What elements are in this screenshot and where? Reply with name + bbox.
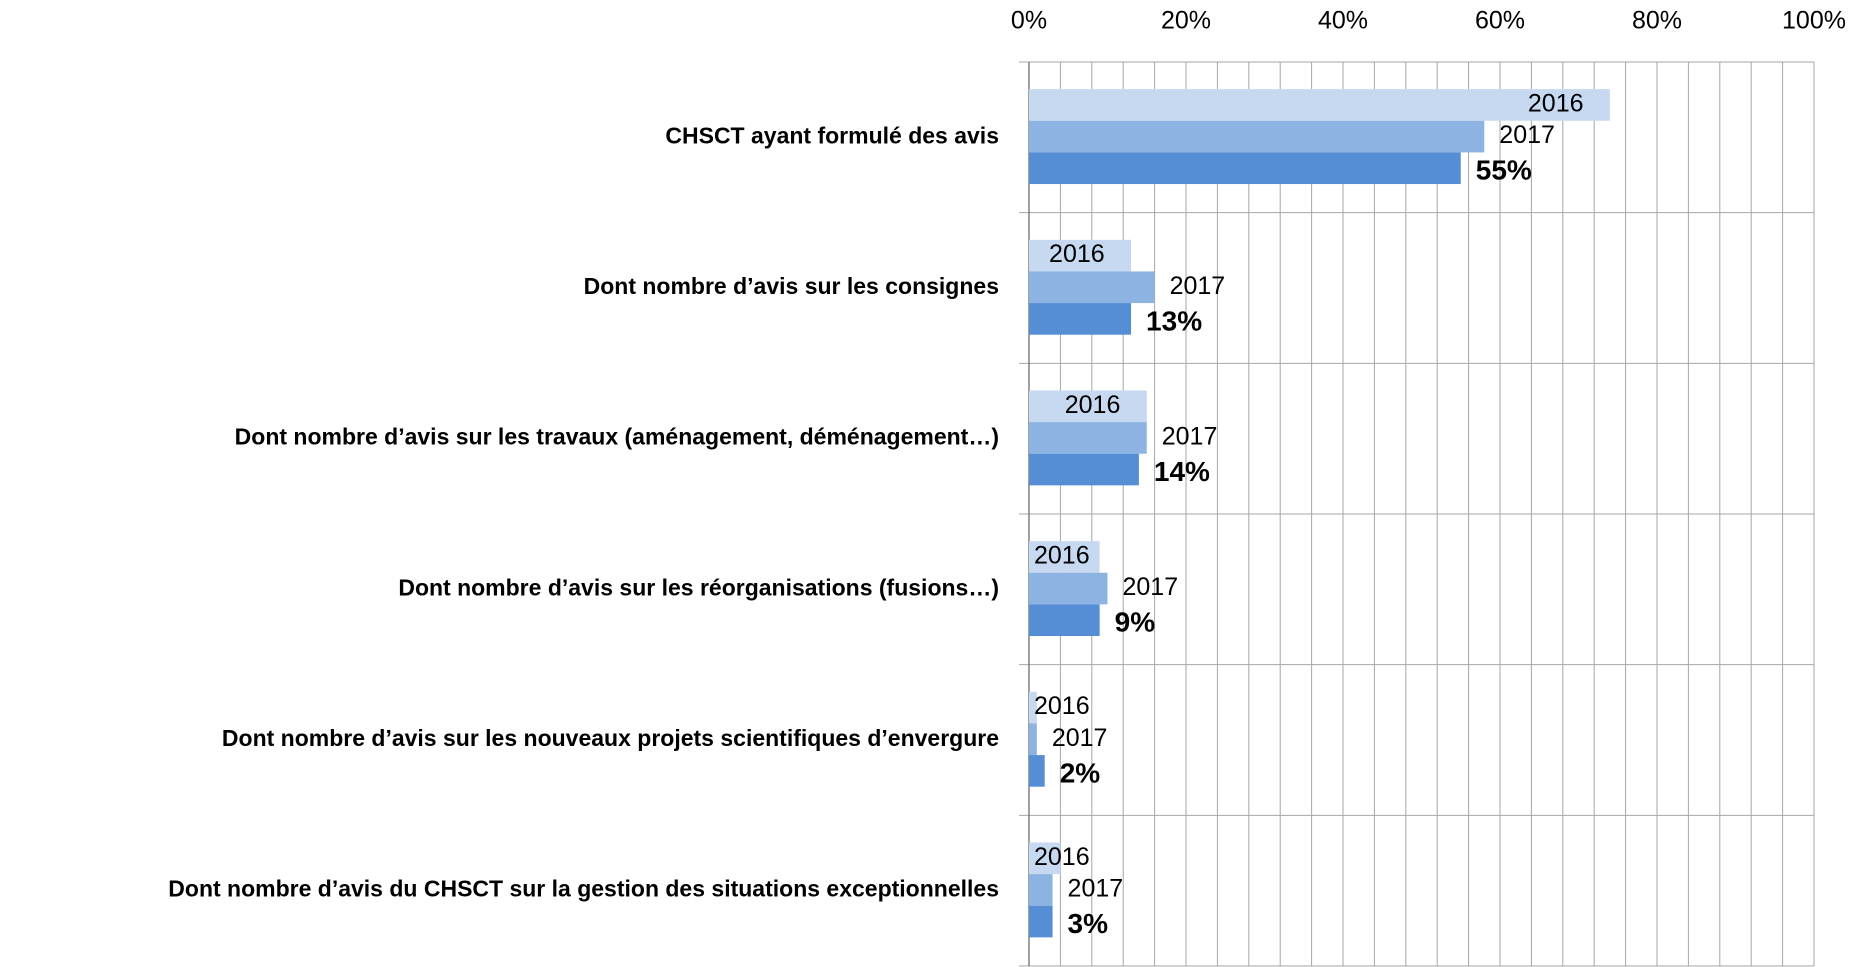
bar [1029, 303, 1132, 335]
x-tick-label: 20% [1161, 7, 1211, 35]
bar [1029, 422, 1147, 454]
series-label: 2016 [1528, 90, 1584, 118]
bar [1029, 390, 1147, 423]
category-label: Dont nombre d’avis sur les consignes [584, 273, 999, 299]
series-label: 2017 [1162, 423, 1218, 451]
category-label: Dont nombre d’avis sur les réorganisatio… [398, 574, 999, 600]
bar [1029, 541, 1100, 573]
bar [1029, 271, 1155, 304]
value-label: 9% [1115, 607, 1156, 638]
bar [1029, 723, 1037, 756]
value-label: 13% [1146, 305, 1202, 336]
series-label: 2016 [1034, 843, 1090, 871]
category-label: Dont nombre d’avis du CHSCT sur la gesti… [168, 876, 999, 902]
bar [1029, 755, 1045, 787]
series-label: 2016 [1034, 692, 1090, 720]
bar [1029, 842, 1061, 875]
series-label: 2017 [1170, 272, 1226, 300]
value-label: 55% [1476, 155, 1532, 186]
value-label: 3% [1068, 908, 1109, 939]
bar [1029, 874, 1053, 906]
bar [1029, 239, 1132, 272]
series-label: 2016 [1034, 542, 1090, 570]
x-tick-label: 60% [1475, 7, 1525, 35]
series-label: 2016 [1065, 391, 1121, 419]
bar [1029, 572, 1108, 605]
bar [1029, 152, 1461, 185]
bar [1029, 89, 1610, 121]
x-tick-label: 0% [1011, 7, 1047, 35]
x-tick-label: 100% [1782, 7, 1846, 35]
x-tick-label: 40% [1318, 7, 1368, 35]
series-label: 2017 [1499, 121, 1555, 149]
category-label: Dont nombre d’avis sur les nouveaux proj… [222, 725, 999, 751]
series-label: 2017 [1123, 573, 1179, 601]
value-label: 2% [1060, 757, 1101, 788]
bar [1029, 691, 1037, 724]
bar [1029, 905, 1053, 938]
bar [1029, 604, 1100, 637]
bar [1029, 120, 1485, 153]
value-label: 14% [1154, 456, 1210, 487]
series-label: 2017 [1068, 875, 1124, 903]
series-label: 2016 [1049, 240, 1105, 268]
x-tick-label: 80% [1632, 7, 1682, 35]
category-label: Dont nombre d’avis sur les travaux (amén… [235, 424, 999, 450]
category-label: CHSCT ayant formulé des avis [665, 122, 999, 148]
series-label: 2017 [1052, 724, 1108, 752]
bar [1029, 453, 1139, 486]
